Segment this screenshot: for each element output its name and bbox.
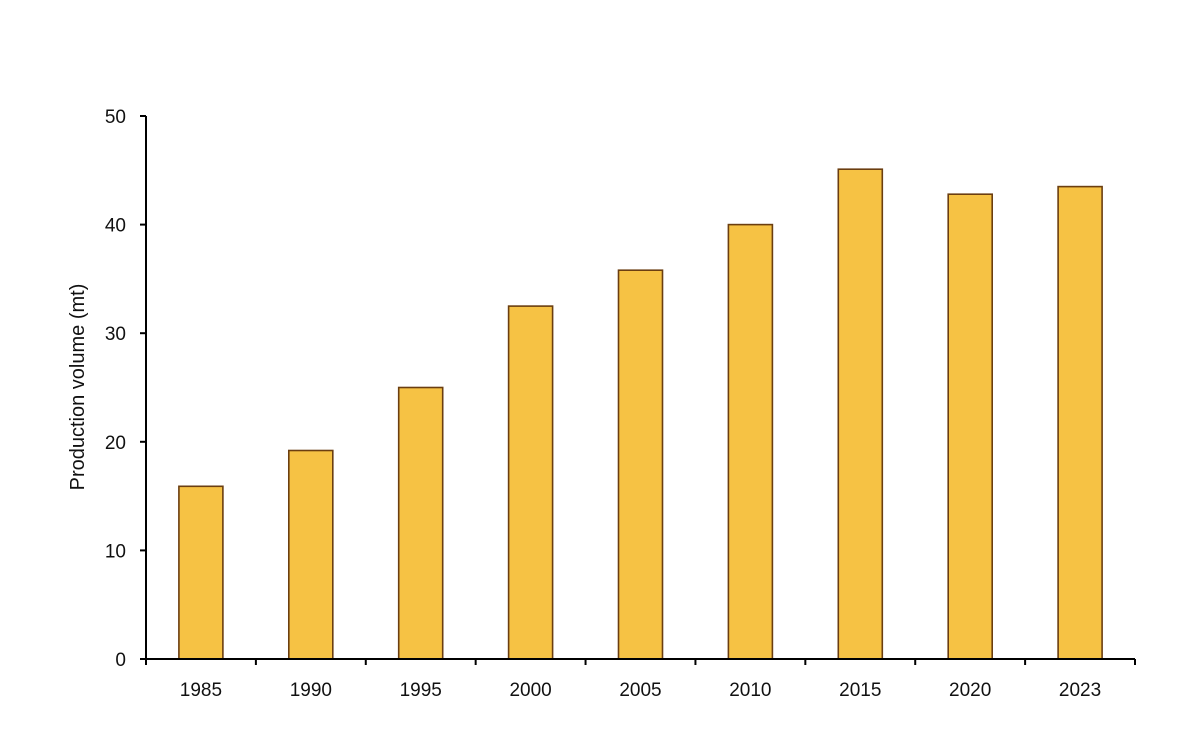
y-tick-label: 10 — [105, 541, 126, 562]
x-ticks-group: 1985 1990 1995 2000 2005 2010 2015 2020 2023 — [145, 659, 1136, 701]
x-tick-label: 2005 — [619, 680, 661, 701]
bar-2020 — [947, 193, 994, 660]
x-tick-label: 2010 — [729, 680, 771, 701]
bar-2000 — [507, 305, 554, 660]
bar-1990 — [287, 449, 334, 660]
y-ticks-group: 0 10 20 30 40 50 — [105, 107, 146, 671]
y-tick-label: 30 — [105, 324, 126, 345]
bar-2005 — [617, 269, 664, 660]
bar-1995 — [397, 386, 444, 660]
y-tick-label: 0 — [115, 650, 126, 671]
x-tick-label: 2020 — [949, 680, 991, 701]
x-tick-label: 2015 — [839, 680, 881, 701]
y-tick-label: 20 — [105, 433, 126, 454]
x-tick-label: 1995 — [400, 680, 442, 701]
bar-2015 — [837, 168, 884, 660]
x-tick-label: 2000 — [509, 680, 551, 701]
x-tick-label: 1985 — [180, 680, 222, 701]
axes-group — [145, 116, 1135, 660]
x-tick-label: 1990 — [290, 680, 332, 701]
y-axis-title: Production volume (mt) — [67, 284, 89, 491]
bar-2023 — [1057, 185, 1103, 660]
bar-2010 — [727, 223, 774, 660]
y-tick-label: 50 — [105, 107, 126, 128]
bar-1985 — [178, 485, 224, 660]
x-tick-label: 2023 — [1059, 680, 1101, 701]
bars-group — [178, 168, 1103, 660]
y-tick-label: 40 — [105, 216, 126, 237]
